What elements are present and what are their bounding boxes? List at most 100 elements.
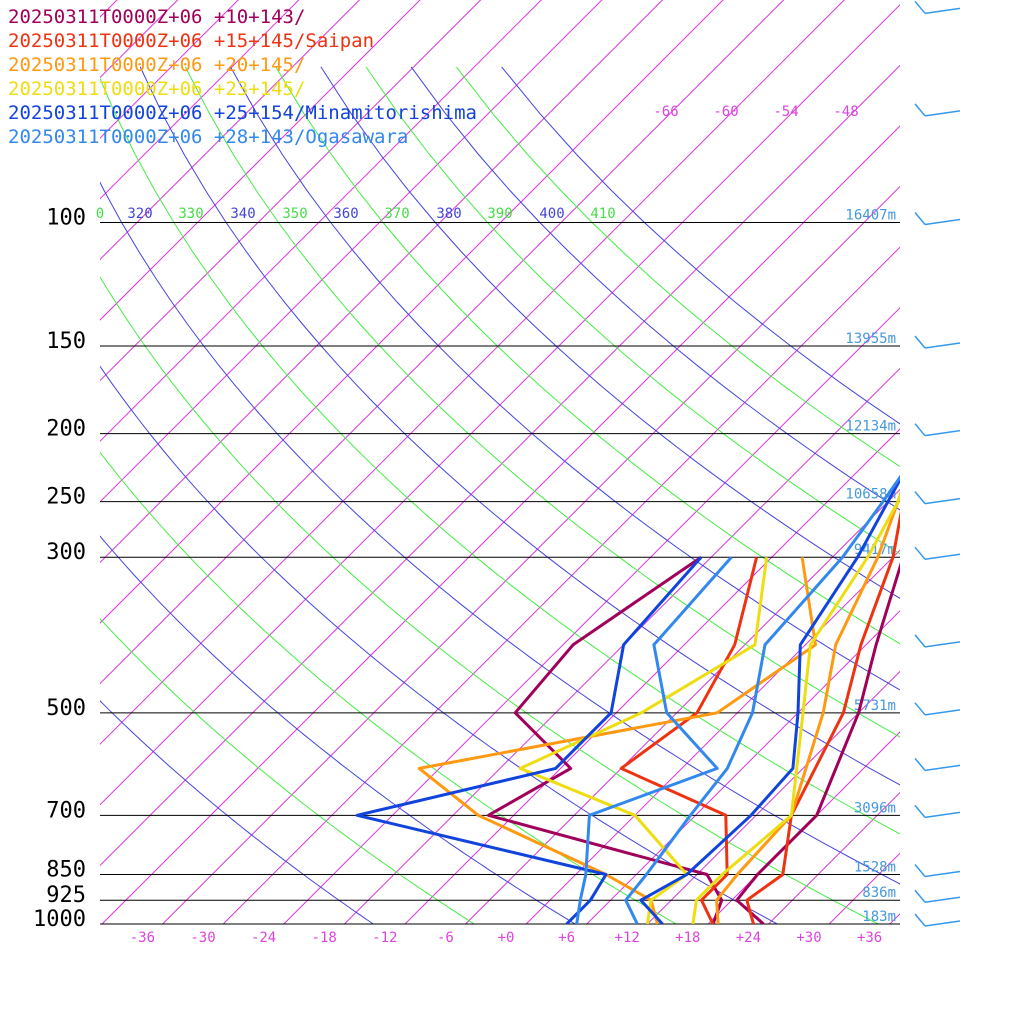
temperature-profile: [691, 492, 900, 924]
legend-entry: 20250311T0000Z+06 +25+154/Minamitorishim…: [8, 102, 477, 124]
pressure-label: 500: [46, 696, 86, 721]
wind-barbs: [914, 0, 961, 927]
dry-adiabat-line: [365, 66, 900, 555]
wind-barb: [914, 103, 961, 117]
isotherm-line: [100, 0, 664, 564]
sounding-profiles: [355, 474, 900, 924]
pressure-label: 1000: [33, 907, 86, 932]
legend: 20250311T0000Z+06 +10+143/20250311T0000Z…: [8, 6, 477, 148]
isotherm-line: [950, 0, 1024, 924]
height-label: 13955m: [845, 331, 896, 347]
temperature-profile: [735, 562, 900, 924]
isotherm-line: [162, 185, 900, 924]
pressure-label: 850: [46, 857, 86, 882]
isotherm-line: [100, 0, 300, 200]
dewpoint-profile: [518, 556, 769, 924]
temperature-tick-label: -30: [190, 930, 215, 946]
pressure-label: 250: [46, 485, 86, 510]
wind-barb: [914, 889, 961, 903]
dry-adiabat-line: [100, 181, 900, 885]
isotherm-line: [100, 0, 785, 685]
temperature-profile: [624, 474, 900, 924]
dewpoint-profile: [619, 556, 759, 924]
temperature-profile: [639, 476, 900, 924]
temperature-ticks: -36 -30 -24 -18 -12 -6 +0 +6 +12 +18 +24 +30 +36: [130, 930, 882, 946]
temperature-tick-label: +0: [498, 930, 515, 946]
isotherm-line: [101, 125, 900, 924]
isotherm-line: [100, 0, 361, 261]
dry-adiabat-line: [275, 66, 900, 645]
wind-barb: [914, 0, 961, 15]
dry-adiabat-line: [410, 66, 900, 511]
temperature-tick-label: -24: [251, 930, 276, 946]
wind-barb: [914, 757, 961, 772]
isotherm-line: [283, 307, 900, 924]
wind-barb: [914, 864, 961, 878]
pressure-label: 300: [46, 540, 86, 565]
pressure-label: 100: [46, 206, 86, 231]
isotherm-line: [525, 549, 900, 924]
theta-label: 400: [539, 206, 564, 222]
temperature-tick-label: +6: [558, 930, 575, 946]
legend-entry: 20250311T0000Z+06 +23+145/: [8, 78, 305, 100]
wind-barb: [914, 634, 961, 648]
temperature-profile: [745, 510, 900, 924]
pressure-label: 700: [46, 798, 86, 823]
isotherm-line: [100, 0, 482, 382]
isotherm-line: [222, 246, 900, 924]
temperature-tick-label: +18: [675, 930, 700, 946]
theta-label: 360: [333, 206, 358, 222]
pressure-label: 925: [46, 883, 86, 908]
dry-adiabat-line: [230, 66, 900, 691]
dewpoint-profile: [417, 556, 817, 924]
temperature-tick-label: -36: [130, 930, 155, 946]
wind-barb: [914, 913, 961, 927]
height-label: 1528m: [854, 859, 896, 875]
isotherm-line: [889, 913, 900, 924]
temperature-tick-label: -18: [312, 930, 337, 946]
wind-barb: [914, 702, 961, 716]
dewpoint-profile: [355, 556, 703, 924]
dry-adiabat-line: [320, 66, 900, 599]
temperature-tick-label: +36: [857, 930, 882, 946]
theta-label: 390: [487, 206, 512, 222]
isotherm-label: -60: [713, 104, 738, 120]
dry-adiabat-line: [100, 77, 900, 835]
dry-adiabat-line: [100, 451, 678, 924]
wind-barb: [914, 491, 961, 505]
isotherm-line: [828, 852, 900, 924]
pressure-label: 200: [46, 417, 86, 442]
dry-adiabat-line: [456, 66, 900, 468]
height-label: 183m: [862, 909, 896, 925]
dry-adiabat-line: [100, 535, 577, 924]
wind-barb: [914, 804, 961, 819]
theta-label: 370: [384, 206, 409, 222]
legend-entry: 20250311T0000Z+06 +10+143/: [8, 6, 305, 28]
dry-adiabat-line: [100, 276, 880, 924]
isotherm-line: [100, 0, 724, 624]
height-label: 3096m: [854, 800, 896, 816]
isotherm-line: [707, 731, 900, 924]
temperature-tick-label: +12: [615, 930, 640, 946]
temperature-tick-label: +30: [796, 930, 821, 946]
isotherm-line: [465, 488, 900, 924]
isotherm-line: [647, 670, 900, 924]
isotherm-line: [586, 610, 900, 924]
height-label: 5731m: [854, 698, 896, 714]
wind-barb: [914, 423, 961, 437]
isotherm-line: [344, 367, 900, 924]
isotherm-line: [100, 0, 603, 503]
legend-entry: 20250311T0000Z+06 +28+143/Ogasawara: [8, 126, 408, 148]
isotherm-label: -54: [773, 104, 798, 120]
isotherm-label: -48: [833, 104, 858, 120]
theta-label: 350: [282, 206, 307, 222]
dry-adiabat-line: [100, 700, 375, 924]
height-label: 836m: [862, 885, 896, 901]
isotherm-line: [100, 64, 900, 867]
isotherm-line: [100, 0, 179, 79]
isotherm-label: -66: [653, 104, 678, 120]
legend-entry: 20250311T0000Z+06 +20+145/: [8, 54, 305, 76]
isotherm-line: [100, 0, 239, 139]
